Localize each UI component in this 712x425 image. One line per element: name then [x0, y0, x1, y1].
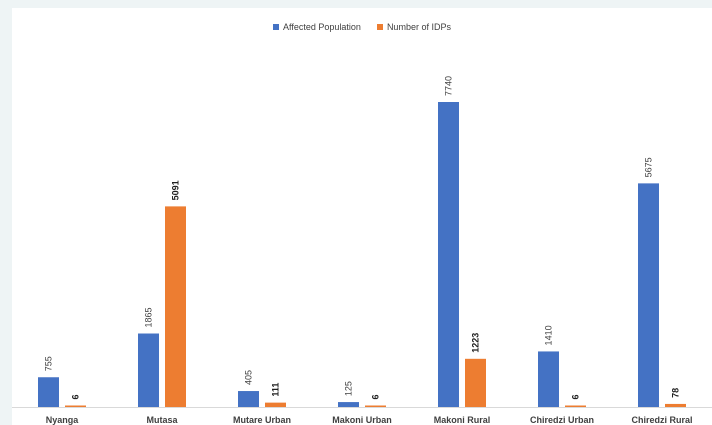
- value-label-affected-6: 5675: [644, 157, 654, 177]
- x-tick-label-4: Makoni Rural: [434, 415, 491, 425]
- x-tick-label-2: Mutare Urban: [233, 415, 291, 425]
- bar-idps-1: [165, 206, 186, 407]
- legend-item-idps: Number of IDPs: [376, 22, 451, 32]
- bar-idps-6: [665, 403, 686, 407]
- chart-legend: Affected Population Number of IDPs: [12, 22, 712, 32]
- value-label-idps-5: 6: [571, 394, 581, 399]
- bar-affected-6: [638, 183, 659, 407]
- value-label-idps-4: 1223: [471, 333, 481, 353]
- bar-affected-4: [438, 102, 459, 407]
- value-label-affected-0: 755: [44, 356, 54, 371]
- legend-swatch-idps: [376, 24, 383, 30]
- value-label-idps-1: 5091: [171, 180, 181, 200]
- value-label-idps-3: 6: [371, 394, 381, 399]
- x-tick-label-1: Mutasa: [146, 415, 178, 425]
- value-label-affected-3: 125: [344, 381, 354, 396]
- bar-idps-0: [65, 405, 86, 407]
- bar-chart: 755 6 Nyanga 1865 5091 Mutasa 405 111 Mutare Urb…: [12, 76, 712, 425]
- bar-idps-2: [265, 402, 286, 407]
- value-label-affected-5: 1410: [544, 325, 554, 345]
- value-label-idps-6: 78: [671, 388, 681, 398]
- value-label-affected-2: 405: [244, 370, 254, 385]
- chart-container: Affected Population Number of IDPs 755 6 N…: [12, 8, 712, 425]
- legend-label-idps: Number of IDPs: [386, 22, 451, 32]
- bar-idps-5: [565, 405, 586, 407]
- bar-affected-5: [538, 351, 559, 407]
- value-label-affected-1: 1865: [144, 307, 154, 327]
- x-tick-label-0: Nyanga: [46, 415, 80, 425]
- x-tick-label-6: Chiredzi Rural: [631, 415, 692, 425]
- legend-item-affected: Affected Population: [273, 22, 361, 32]
- bar-idps-4: [465, 358, 486, 407]
- bar-affected-3: [338, 402, 359, 407]
- x-tick-label-3: Makoni Urban: [332, 415, 392, 425]
- value-label-idps-0: 6: [71, 394, 81, 399]
- value-label-idps-2: 111: [271, 383, 281, 397]
- bar-affected-2: [238, 391, 259, 407]
- legend-label-affected: Affected Population: [283, 22, 361, 32]
- value-label-affected-4: 7740: [444, 76, 454, 96]
- bar-idps-3: [365, 405, 386, 407]
- bar-affected-1: [138, 333, 159, 407]
- x-tick-label-5: Chiredzi Urban: [530, 415, 594, 425]
- legend-swatch-affected: [273, 24, 280, 30]
- bar-affected-0: [38, 377, 59, 407]
